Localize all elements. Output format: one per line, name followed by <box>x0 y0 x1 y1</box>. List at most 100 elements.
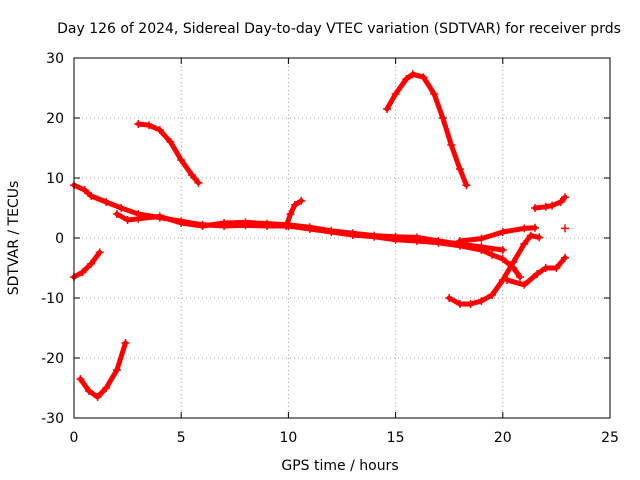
data-point <box>552 264 561 272</box>
data-point <box>477 297 486 305</box>
data-point <box>134 120 143 128</box>
data-point <box>498 246 507 254</box>
data-point <box>155 126 164 134</box>
data-point <box>561 224 569 233</box>
series-main-track-2 <box>112 210 507 254</box>
series-dip-track-neg11 <box>445 231 544 308</box>
data-point <box>466 300 475 308</box>
series-line <box>135 121 201 186</box>
y-tick-label: -30 <box>41 411 64 427</box>
data-point <box>419 73 428 82</box>
series-late-track-6 <box>531 193 569 212</box>
data-point <box>282 222 291 230</box>
data-point <box>177 156 186 164</box>
series-line <box>446 233 542 307</box>
series-late-track-neg7 <box>503 253 569 289</box>
data-point <box>121 339 130 347</box>
y-axis-label: SDTVAR / TECUs <box>6 181 22 296</box>
x-axis-label: GPS time / hours <box>281 458 398 474</box>
data-point <box>516 273 524 281</box>
data-point <box>187 171 196 179</box>
data-point <box>533 270 542 278</box>
y-tick-label: 20 <box>46 111 64 127</box>
data-point <box>402 75 411 83</box>
data-point <box>370 231 379 240</box>
x-tick-label: 25 <box>601 430 619 446</box>
data-point <box>455 237 464 245</box>
data-point <box>541 202 550 211</box>
data-point <box>383 105 391 113</box>
data-point <box>155 212 164 221</box>
series-low-arc-neg26 <box>76 339 130 401</box>
data-point <box>145 121 153 130</box>
data-point <box>447 141 456 149</box>
data-point <box>391 90 400 98</box>
series-high-arc-27 <box>383 70 471 190</box>
series-line <box>283 198 304 229</box>
series-line <box>504 255 568 288</box>
data-point <box>166 138 175 146</box>
data-point <box>430 90 439 98</box>
data-point <box>520 224 529 233</box>
data-point <box>286 210 295 218</box>
data-point <box>194 178 203 187</box>
data-point <box>177 219 186 227</box>
data-point <box>462 181 471 190</box>
data-point <box>241 218 250 227</box>
data-point <box>509 258 518 266</box>
series-high-arc-19 <box>134 120 203 187</box>
data-point <box>198 222 207 230</box>
data-point <box>102 384 111 392</box>
data-point <box>541 264 550 272</box>
series-main-track-1 <box>70 181 524 281</box>
data-point <box>87 259 96 268</box>
data-point <box>455 165 464 173</box>
data-point <box>434 237 443 245</box>
data-point <box>220 219 229 227</box>
data-point <box>112 366 121 374</box>
data-point <box>548 201 557 210</box>
series-rising-track-5 <box>282 196 306 230</box>
series-isolated-point <box>561 224 569 233</box>
data-point <box>438 114 447 122</box>
data-point <box>526 231 535 240</box>
data-point <box>488 291 497 299</box>
series-line <box>384 71 469 188</box>
data-point <box>85 387 93 395</box>
data-point <box>327 226 336 235</box>
data-point <box>535 233 544 242</box>
data-point <box>263 219 271 228</box>
data-point <box>391 232 400 241</box>
data-point <box>134 214 143 223</box>
x-tick-label: 10 <box>279 430 297 446</box>
data-point <box>123 216 132 224</box>
series-low-track-neg6 <box>70 248 104 281</box>
data-point <box>305 223 314 232</box>
x-tick-label: 5 <box>177 430 186 446</box>
ticks: 0 5 10 15 20 25 -30 -20 -10 0 10 20 30 <box>41 51 619 446</box>
y-tick-label: 30 <box>46 51 64 67</box>
data-point <box>87 192 96 200</box>
data-point <box>76 375 85 383</box>
data-point <box>503 276 512 284</box>
data-point <box>408 70 417 79</box>
x-tick-label: 15 <box>387 430 405 446</box>
data-point <box>445 294 454 302</box>
data-point <box>488 250 497 259</box>
data-point <box>477 243 486 251</box>
data-point <box>112 210 121 218</box>
data-point <box>348 229 357 238</box>
series-late-track-1 <box>455 223 539 245</box>
y-tick-label: 10 <box>46 171 64 187</box>
chart-title: Day 126 of 2024, Sidereal Day-to-day VTE… <box>57 21 621 37</box>
y-tick-label: 0 <box>55 231 64 247</box>
data-point <box>498 228 507 236</box>
data-point <box>455 300 464 308</box>
y-tick-label: -20 <box>41 351 64 367</box>
series-line <box>71 249 103 280</box>
data-point <box>520 240 529 248</box>
data-point <box>290 201 299 209</box>
data-point <box>297 196 306 205</box>
data-point <box>78 268 87 277</box>
